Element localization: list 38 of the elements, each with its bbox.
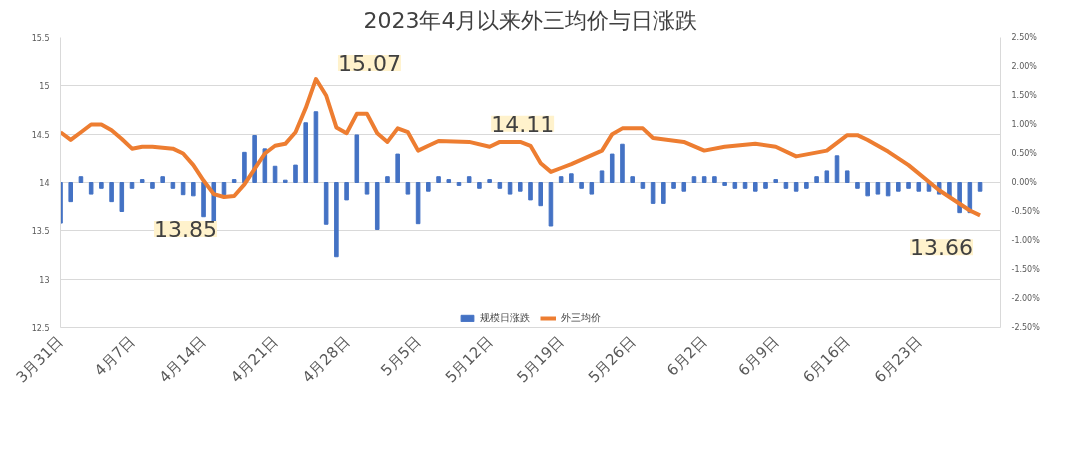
y-tick-label: 15.5 (31, 34, 50, 43)
y2-tick-label: -2.50% (1011, 323, 1041, 332)
legend-label: 外三均价 (561, 311, 601, 325)
y2-tick-label: 0.50% (1011, 149, 1038, 158)
y-tick-label: 13.5 (31, 227, 50, 237)
y-tick-label: 13 (39, 275, 50, 285)
x-tick-label: 5月26日 (584, 332, 640, 387)
x-tick-label: 5月19日 (513, 332, 568, 387)
y2-tick-label: 2.50% (1011, 33, 1038, 42)
x-tick-label: 4月28日 (298, 332, 353, 387)
y-tick-label: 12.5 (31, 324, 50, 333)
y-tick-label: 15 (39, 82, 50, 92)
annotation: 13.85 (153, 217, 217, 242)
x-tick-label: 5月12日 (441, 332, 496, 387)
x-tick-label: 6月16日 (799, 332, 854, 387)
annotation: 13.66 (910, 235, 974, 261)
y2-tick-label: -0.50% (1011, 207, 1041, 216)
annotation: 15.07 (337, 51, 401, 77)
x-tick-label: 4月7日 (90, 332, 139, 380)
chart-title: 2023年4月以来外三均价与日涨跌 (363, 7, 698, 33)
y2-tick-label: -1.50% (1011, 265, 1041, 274)
y2-tick-label: 2.00% (1011, 62, 1038, 71)
y2-tick-label: -1.00% (1011, 236, 1041, 245)
x-tick-label: 5月5日 (377, 332, 425, 380)
x-tick-label: 4月21日 (227, 332, 282, 387)
x-tick-label: 6月2日 (663, 332, 711, 380)
x-tick-label: 6月9日 (734, 332, 783, 380)
y-tick-label: 14.5 (31, 130, 50, 140)
x-tick-label: 6月23日 (870, 332, 926, 387)
x-tick-label: 3月31日 (12, 332, 67, 387)
y2-tick-label: 1.00% (1011, 120, 1038, 129)
x-tick-label: 4月14日 (155, 332, 210, 387)
y2-tick-label: -2.00% (1011, 294, 1041, 303)
y2-tick-label: 0.00% (1011, 178, 1038, 187)
annotation: 14.11 (491, 111, 555, 137)
legend-label: 规模日涨跌 (480, 311, 530, 325)
y2-tick-label: 1.50% (1011, 91, 1038, 100)
y-tick-label: 14 (39, 179, 50, 188)
